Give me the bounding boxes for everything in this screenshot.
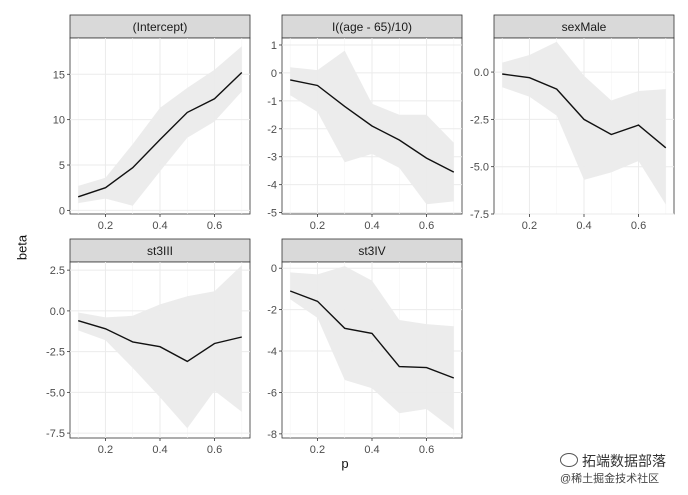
ytick-label-1-1: 0	[271, 68, 277, 80]
ytick-label-2-2: -5.0	[470, 162, 489, 174]
ytick-label-2-0: 0.0	[474, 67, 489, 79]
series-line-4	[289, 290, 455, 379]
watermark-line2: @稀土掘金技术社区	[560, 473, 660, 485]
xtick-label-2-2: 0.6	[631, 220, 646, 232]
ytick-label-0-2: 10	[53, 115, 65, 127]
x-axis-label: p	[341, 456, 349, 471]
ytick-label-1-4: -3	[267, 152, 277, 164]
ytick-label-0-0: 0	[59, 205, 65, 217]
xtick-label-2-1: 0.4	[576, 220, 591, 232]
facet-title-2: sexMale	[562, 20, 607, 34]
ytick-label-3-1: 0.0	[50, 306, 65, 318]
ribbon-4	[290, 266, 454, 430]
ytick-label-2-1: -2.5	[470, 114, 489, 126]
ribbon-2	[502, 41, 666, 205]
ytick-label-1-2: -1	[267, 96, 277, 108]
series-line-0	[77, 71, 243, 198]
facet-title-4: st3IV	[358, 244, 385, 258]
xtick-label-4-1: 0.4	[364, 444, 379, 456]
watermark: 拓端数据部落 @稀土掘金技术社区	[560, 452, 685, 488]
ytick-label-0-3: 15	[53, 69, 65, 81]
series-line-1	[290, 79, 455, 173]
series-line-3	[78, 320, 242, 363]
xtick-label-4-0: 0.2	[310, 444, 325, 456]
xtick-label-0-2: 0.6	[207, 220, 222, 232]
facet-title-3: st3III	[147, 244, 173, 258]
xtick-label-0-1: 0.4	[152, 220, 167, 232]
xtick-label-1-0: 0.2	[310, 220, 325, 232]
series-line-2	[502, 73, 667, 149]
ytick-label-4-0: 0	[271, 263, 277, 275]
xtick-label-4-2: 0.6	[419, 444, 434, 456]
ytick-label-1-6: -5	[267, 208, 277, 220]
xtick-label-3-0: 0.2	[98, 444, 113, 456]
ytick-label-1-3: -2	[267, 124, 277, 136]
xtick-label-3-2: 0.6	[207, 444, 222, 456]
xtick-label-0-0: 0.2	[98, 220, 113, 232]
ytick-label-1-0: 1	[271, 40, 277, 52]
facet-title-0: (Intercept)	[133, 20, 188, 34]
ribbon-1	[290, 50, 454, 205]
ytick-label-3-4: -7.5	[46, 428, 65, 440]
ytick-label-0-1: 5	[59, 160, 65, 172]
xtick-label-3-1: 0.4	[152, 444, 167, 456]
ytick-label-3-2: -2.5	[46, 347, 65, 359]
watermark-line1: 拓端数据部落	[582, 453, 666, 469]
ytick-label-3-3: -5.0	[46, 387, 65, 399]
xtick-label-1-2: 0.6	[419, 220, 434, 232]
ytick-label-4-1: -2	[267, 305, 277, 317]
ytick-label-1-5: -4	[267, 180, 277, 192]
ytick-label-4-3: -6	[267, 387, 277, 399]
ribbon-0	[78, 46, 242, 206]
xtick-label-2-0: 0.2	[522, 220, 537, 232]
ytick-label-4-4: -8	[267, 429, 277, 441]
wechat-icon	[560, 453, 578, 467]
ytick-label-2-3: -7.5	[470, 209, 489, 221]
ytick-label-4-2: -4	[267, 346, 277, 358]
xtick-label-1-1: 0.4	[364, 220, 379, 232]
ytick-label-3-0: 2.5	[50, 265, 65, 277]
y-axis-label: beta	[14, 234, 30, 261]
facet-title-1: I((age - 65)/10)	[332, 20, 412, 34]
